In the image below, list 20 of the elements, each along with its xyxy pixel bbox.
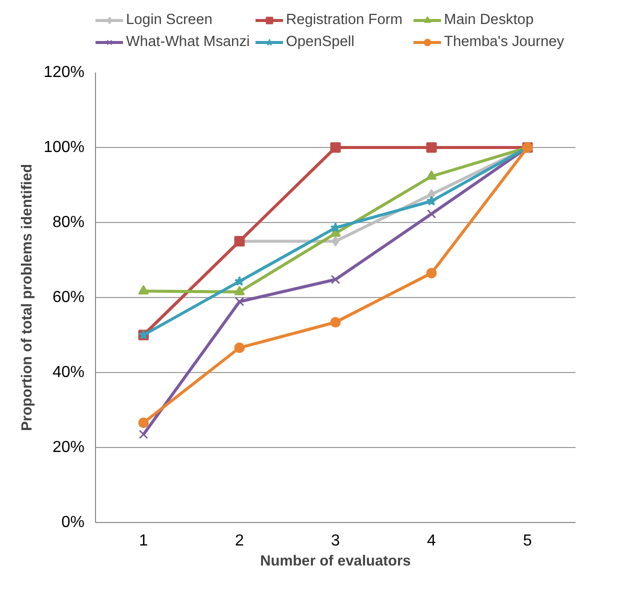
y-tick-label: 80% — [52, 214, 85, 231]
x-tick-label: 3 — [331, 532, 340, 550]
y-axis-title: Proportion of total problems identified — [20, 164, 36, 432]
x-tick-label: 1 — [139, 532, 148, 550]
x-axis-title: Number of evaluators — [260, 554, 411, 570]
y-tick-label: 120% — [44, 64, 84, 81]
y-tick-label: 20% — [52, 439, 85, 456]
legend-label: Registration Form — [286, 12, 402, 28]
y-tick-label: 40% — [52, 364, 85, 381]
x-tick-label: 2 — [235, 532, 244, 550]
y-tick-label: 60% — [52, 289, 85, 306]
legend-label: What-What Msanzi — [126, 34, 250, 50]
legend-label: OpenSpell — [286, 34, 354, 50]
y-tick-label: 0% — [61, 514, 84, 531]
legend-label: Main Desktop — [444, 12, 534, 28]
y-tick-label: 100% — [44, 139, 84, 156]
x-tick-label: 5 — [523, 532, 532, 550]
legend-label: Themba's Journey — [444, 34, 564, 50]
x-tick-label: 4 — [427, 532, 436, 550]
legend-label: Login Screen — [126, 12, 212, 28]
